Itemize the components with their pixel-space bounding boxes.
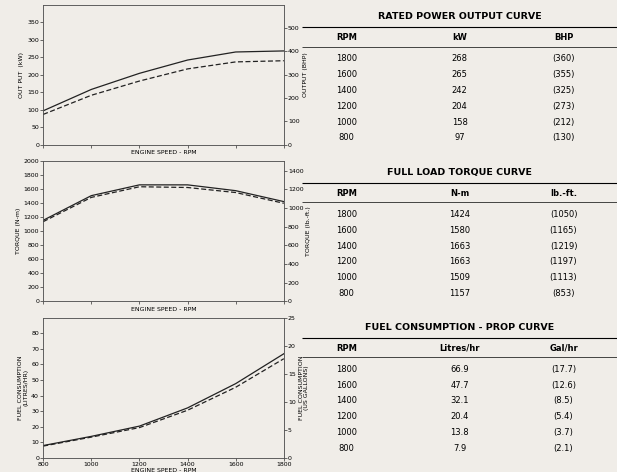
Text: (1113): (1113) <box>550 273 578 282</box>
Text: 800: 800 <box>339 134 354 143</box>
Text: RATED POWER OUTPUT CURVE: RATED POWER OUTPUT CURVE <box>378 12 542 22</box>
Text: BHP: BHP <box>554 34 573 42</box>
Text: RPM: RPM <box>336 344 357 353</box>
Text: FULL LOAD TORQUE CURVE: FULL LOAD TORQUE CURVE <box>387 168 532 177</box>
Text: FUEL CONSUMPTION - PROP CURVE: FUEL CONSUMPTION - PROP CURVE <box>365 323 554 332</box>
Y-axis label: OUT PUT  (kW): OUT PUT (kW) <box>20 52 25 98</box>
Y-axis label: OUTPUT (BHP): OUTPUT (BHP) <box>302 52 307 97</box>
Text: 204: 204 <box>452 101 468 111</box>
Text: (355): (355) <box>552 70 574 79</box>
Text: 1800: 1800 <box>336 54 357 63</box>
Text: (360): (360) <box>552 54 575 63</box>
Text: 1400: 1400 <box>336 396 357 405</box>
Text: Gal/hr: Gal/hr <box>549 344 578 353</box>
Text: 1600: 1600 <box>336 70 357 79</box>
X-axis label: ENGINE SPEED - RPM: ENGINE SPEED - RPM <box>131 468 196 472</box>
Text: 47.7: 47.7 <box>450 380 469 389</box>
Text: (12.6): (12.6) <box>551 380 576 389</box>
Text: (8.5): (8.5) <box>553 396 573 405</box>
Text: 1509: 1509 <box>449 273 470 282</box>
Text: (1165): (1165) <box>550 226 578 235</box>
Text: (1197): (1197) <box>550 257 578 267</box>
Text: 1000: 1000 <box>336 118 357 126</box>
Text: 1600: 1600 <box>336 380 357 389</box>
Text: 97: 97 <box>454 134 465 143</box>
Text: 1157: 1157 <box>449 289 470 298</box>
Text: (2.1): (2.1) <box>553 444 573 453</box>
Text: N-m: N-m <box>450 189 470 198</box>
Text: 268: 268 <box>452 54 468 63</box>
X-axis label: ENGINE SPEED - RPM: ENGINE SPEED - RPM <box>131 307 196 312</box>
Text: (1219): (1219) <box>550 242 578 251</box>
Text: RPM: RPM <box>336 189 357 198</box>
Text: 13.8: 13.8 <box>450 428 469 437</box>
Text: 20.4: 20.4 <box>450 412 469 421</box>
Y-axis label: FUEL CONSUMPTION
(US GALLONS): FUEL CONSUMPTION (US GALLONS) <box>299 355 310 420</box>
Text: (17.7): (17.7) <box>551 365 576 374</box>
Text: 158: 158 <box>452 118 468 126</box>
Y-axis label: FUEL CONSUMPTION
(LITRES/HR): FUEL CONSUMPTION (LITRES/HR) <box>17 355 28 420</box>
Text: 66.9: 66.9 <box>450 365 469 374</box>
X-axis label: ENGINE SPEED - RPM: ENGINE SPEED - RPM <box>131 150 196 155</box>
Text: (273): (273) <box>552 101 575 111</box>
Text: 1400: 1400 <box>336 86 357 95</box>
Text: 1600: 1600 <box>336 226 357 235</box>
Text: (325): (325) <box>552 86 574 95</box>
Text: 1580: 1580 <box>449 226 470 235</box>
Text: (853): (853) <box>552 289 575 298</box>
Text: 32.1: 32.1 <box>450 396 469 405</box>
Text: 1800: 1800 <box>336 210 357 219</box>
Text: Litres/hr: Litres/hr <box>439 344 480 353</box>
Y-axis label: TORQUE (lb.-ft.): TORQUE (lb.-ft.) <box>307 206 312 256</box>
Text: 1400: 1400 <box>336 242 357 251</box>
Text: (212): (212) <box>552 118 574 126</box>
Y-axis label: TORQUE (N-m): TORQUE (N-m) <box>15 208 20 254</box>
Text: 1000: 1000 <box>336 428 357 437</box>
Text: 1800: 1800 <box>336 365 357 374</box>
Text: 7.9: 7.9 <box>453 444 466 453</box>
Text: (5.4): (5.4) <box>553 412 573 421</box>
Text: (3.7): (3.7) <box>553 428 573 437</box>
Text: 1200: 1200 <box>336 412 357 421</box>
Text: 1663: 1663 <box>449 257 470 267</box>
Text: kW: kW <box>452 34 467 42</box>
Text: 1200: 1200 <box>336 257 357 267</box>
Text: (1050): (1050) <box>550 210 578 219</box>
Text: 1663: 1663 <box>449 242 470 251</box>
Text: (130): (130) <box>552 134 574 143</box>
Text: lb.-ft.: lb.-ft. <box>550 189 577 198</box>
Text: 265: 265 <box>452 70 468 79</box>
Text: 1424: 1424 <box>449 210 470 219</box>
Text: 800: 800 <box>339 444 354 453</box>
Text: 1200: 1200 <box>336 101 357 111</box>
Text: 1000: 1000 <box>336 273 357 282</box>
Text: RPM: RPM <box>336 34 357 42</box>
Text: 242: 242 <box>452 86 468 95</box>
Text: 800: 800 <box>339 289 354 298</box>
